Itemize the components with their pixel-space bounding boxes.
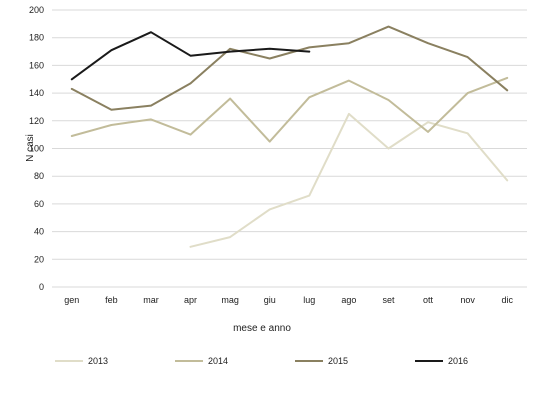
- x-tick-label: dic: [501, 295, 513, 305]
- x-tick-label: mag: [221, 295, 239, 305]
- data-point-2013-ott: [427, 121, 429, 123]
- y-axis-ticks: 0 20 40 60 80 100 120 140 160 180 200: [29, 5, 44, 292]
- series-lines: [70, 25, 509, 248]
- data-point-2015-dic: [506, 89, 509, 92]
- legend-label: 2014: [208, 356, 228, 366]
- legend-item-2013: 2013: [55, 356, 108, 366]
- y-tick-label: 120: [29, 116, 44, 126]
- data-point-2014-mar: [150, 118, 152, 121]
- data-point-2015-ago: [348, 42, 350, 45]
- data-point-2014-dic: [506, 77, 509, 79]
- data-point-2014-set: [387, 99, 390, 101]
- data-point-2015-gen: [70, 88, 73, 90]
- data-point-2016-feb: [110, 49, 113, 51]
- data-point-2015-nov: [466, 56, 469, 58]
- data-point-2014-nov: [466, 92, 469, 94]
- series-line-2014: [70, 76, 509, 143]
- x-tick-label: gen: [64, 295, 79, 305]
- x-tick-label: mar: [143, 295, 159, 305]
- data-point-2013-ago: [348, 113, 350, 115]
- y-tick-label: 200: [29, 5, 44, 15]
- y-tick-label: 40: [34, 227, 44, 237]
- data-point-2016-lug: [308, 50, 311, 53]
- data-point-2016-apr: [189, 54, 192, 57]
- data-point-2015-set: [387, 25, 390, 28]
- x-tick-label: nov: [460, 295, 475, 305]
- data-point-2014-mag: [229, 97, 231, 100]
- data-point-2015-apr: [189, 82, 192, 85]
- y-tick-label: 20: [34, 254, 44, 264]
- data-point-2013-set: [387, 147, 390, 150]
- y-tick-label: 80: [34, 171, 44, 181]
- x-tick-label: ott: [423, 295, 434, 305]
- data-point-2015-mar: [150, 104, 152, 107]
- x-axis-title: mese e anno: [233, 323, 291, 334]
- series-line-2015: [70, 25, 509, 111]
- data-point-2014-ago: [348, 79, 350, 82]
- y-tick-label: 160: [29, 60, 44, 70]
- data-point-2013-nov: [466, 132, 469, 135]
- legend-label: 2013: [88, 356, 108, 366]
- data-point-2016-giu: [268, 47, 271, 50]
- data-point-2014-lug: [308, 96, 311, 99]
- data-point-2015-feb: [110, 108, 113, 111]
- series-line-2013: [189, 112, 509, 248]
- x-axis-ticks: gen feb mar apr mag giu lug ago set ott nov dic: [64, 295, 513, 305]
- data-point-2015-mag: [229, 47, 231, 50]
- data-point-2013-apr: [189, 246, 192, 248]
- x-tick-label: feb: [105, 295, 118, 305]
- y-tick-label: 0: [39, 282, 44, 292]
- gridlines: [52, 9, 527, 288]
- data-point-2016-mar: [150, 31, 152, 33]
- data-point-2015-ott: [427, 42, 429, 45]
- data-point-2013-mag: [229, 236, 231, 238]
- legend-item-2014: 2014: [175, 356, 228, 366]
- x-tick-label: lug: [303, 295, 315, 305]
- y-tick-label: 60: [34, 199, 44, 209]
- data-point-2016-gen: [70, 78, 73, 81]
- legend-label: 2016: [448, 356, 468, 366]
- legend-item-2016: 2016: [415, 356, 468, 366]
- legend: 2013 2014 2015 2016: [55, 356, 468, 366]
- x-tick-label: ago: [341, 295, 356, 305]
- data-point-2014-apr: [189, 133, 192, 136]
- data-point-2014-feb: [110, 124, 113, 126]
- y-axis-title: N casi: [25, 134, 36, 162]
- data-point-2014-ott: [427, 131, 429, 133]
- x-tick-label: apr: [184, 295, 197, 305]
- x-tick-label: set: [382, 295, 395, 305]
- y-tick-label: 140: [29, 88, 44, 98]
- data-point-2016-mag: [229, 50, 231, 53]
- data-point-2015-giu: [268, 57, 271, 60]
- legend-label: 2015: [328, 356, 348, 366]
- x-tick-label: giu: [264, 295, 276, 305]
- data-point-2013-lug: [308, 194, 311, 197]
- data-point-2013-dic: [506, 179, 509, 182]
- data-point-2014-giu: [268, 140, 271, 143]
- data-point-2014-gen: [70, 135, 73, 137]
- y-tick-label: 100: [29, 144, 44, 154]
- legend-item-2015: 2015: [295, 356, 348, 366]
- y-tick-label: 180: [29, 33, 44, 43]
- data-point-2015-lug: [308, 46, 311, 49]
- data-point-2013-giu: [268, 208, 271, 211]
